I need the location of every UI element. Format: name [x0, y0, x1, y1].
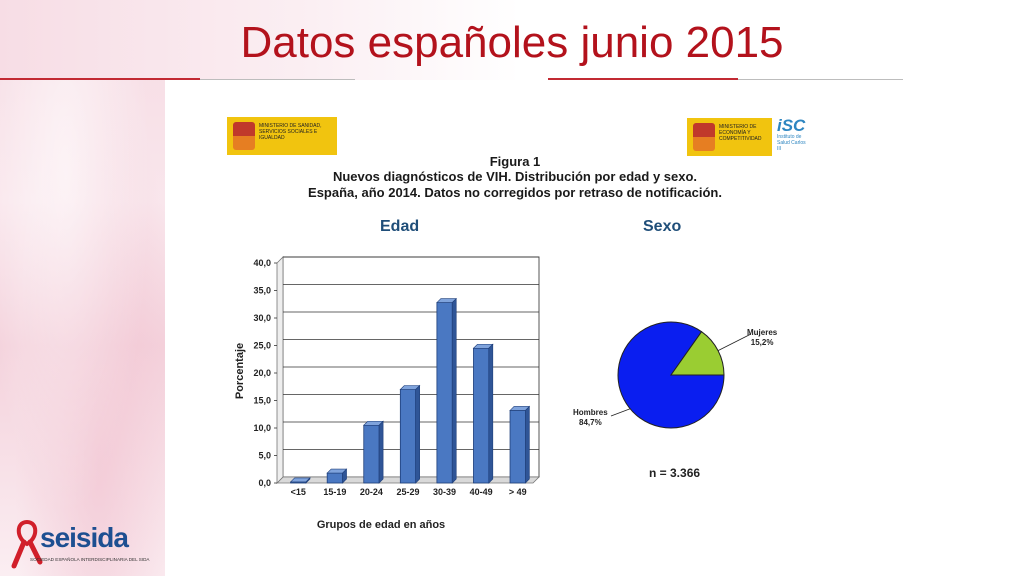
- background-top-texture: [0, 0, 520, 80]
- red-ribbon-icon: [11, 519, 43, 569]
- x-tick-label: 40-49: [470, 487, 493, 497]
- bar-side-15-19: [342, 468, 347, 484]
- y-tick-label: 15,0: [253, 396, 271, 406]
- pie-label-mujeres-value: 15,2%: [750, 338, 774, 347]
- sample-size-note: n = 3.366: [649, 466, 701, 480]
- y-tick-label: 25,0: [253, 341, 271, 351]
- slide-title: Datos españoles junio 2015: [240, 18, 784, 67]
- x-tick-label: 30-39: [433, 487, 456, 497]
- bar-side-> 49: [525, 405, 530, 484]
- seisida-subtitle: SOCIEDAD ESPAÑOLA INTERDISCIPLINARIA DEL…: [30, 557, 150, 562]
- ministry-economia-logo: MINISTERIO DE ECONOMÍA Y COMPETITIVIDAD: [687, 118, 772, 156]
- isciii-mark: iSC: [777, 116, 806, 135]
- ministry-sanidad-text: MINISTERIO DE SANIDAD, SERVICIOS SOCIALE…: [259, 123, 322, 141]
- spain-crest-icon: [693, 123, 715, 151]
- ministry-sanidad-logo: MINISTERIO DE SANIDAD, SERVICIOS SOCIALE…: [227, 117, 337, 155]
- y-tick-label: 20,0: [253, 368, 271, 378]
- figure-label: Figura 1: [489, 154, 541, 169]
- title-rule-gray-left: [200, 79, 355, 80]
- figure-subtitle: Nuevos diagnósticos de VIH. Distribución…: [332, 169, 698, 184]
- bar-side-40-49: [488, 343, 494, 484]
- age-bar-chart: 0,0 5,0 10,0 15,0 20,0 25,0 30,0 35,0 40,0 <15 15-…: [234, 256, 540, 531]
- x-axis-label: Grupos de edad en años: [317, 519, 445, 531]
- y-tick-label: 0,0: [258, 478, 271, 488]
- pie-chart-title: Sexo: [643, 218, 682, 235]
- bar-side-25-29: [415, 384, 420, 484]
- sex-pie-chart: [610, 321, 752, 429]
- y-axis-label: Porcentaje: [234, 343, 246, 399]
- y-tick-label: 35,0: [253, 286, 271, 296]
- y-tick-label: 40,0: [253, 258, 271, 268]
- leader-line-hombres: [610, 408, 631, 417]
- bar-side-20-24: [378, 420, 384, 484]
- ministry-economia-text: MINISTERIO DE ECONOMÍA Y COMPETITIVIDAD: [719, 124, 762, 142]
- x-tick-label: > 49: [509, 487, 527, 497]
- y-tick-label: 10,0: [253, 423, 271, 433]
- title-rule-red-left: [0, 78, 200, 80]
- pie-slice-mujeres: [670, 331, 725, 376]
- y-tick-label: 30,0: [253, 313, 271, 323]
- x-tick-label: <15: [291, 487, 306, 497]
- bar-side-<15: [305, 477, 311, 484]
- x-tick-label: 20-24: [360, 487, 383, 497]
- figure-subtitle-2: España, año 2014. Datos no corregidos po…: [308, 185, 722, 200]
- seisida-logo: seisida SOCIEDAD ESPAÑOLA INTERDISCIPLIN…: [10, 518, 160, 569]
- spain-crest-icon: [233, 122, 255, 150]
- title-rule-red-right: [548, 78, 738, 80]
- leader-line-mujeres: [717, 333, 752, 351]
- pie-label-mujeres-name: Mujeres: [747, 328, 778, 337]
- bar-side-30-39: [451, 297, 457, 484]
- title-rule-gray-right: [738, 79, 903, 80]
- x-tick-label: 25-29: [396, 487, 419, 497]
- isciii-name: Instituto de Salud Carlos III: [777, 134, 806, 152]
- x-tick-label: 15-19: [323, 487, 346, 497]
- isciii-logo: iSC Instituto de Salud Carlos III: [777, 116, 807, 158]
- figure-panel: MINISTERIO DE SANIDAD, SERVICIOS SOCIALE…: [165, 100, 845, 570]
- pie-label-mujeres: Mujeres 15,2%: [747, 328, 777, 348]
- bar-chart-title: Edad: [380, 218, 420, 235]
- seisida-wordmark: seisida: [40, 522, 129, 553]
- y-tick-label: 5,0: [258, 451, 271, 461]
- pie-label-hombres: Hombres 84,7%: [573, 408, 608, 428]
- pie-label-hombres-name: Hombres: [573, 408, 608, 417]
- background-left-texture: [0, 0, 165, 576]
- pie-label-hombres-value: 84,7%: [579, 418, 602, 427]
